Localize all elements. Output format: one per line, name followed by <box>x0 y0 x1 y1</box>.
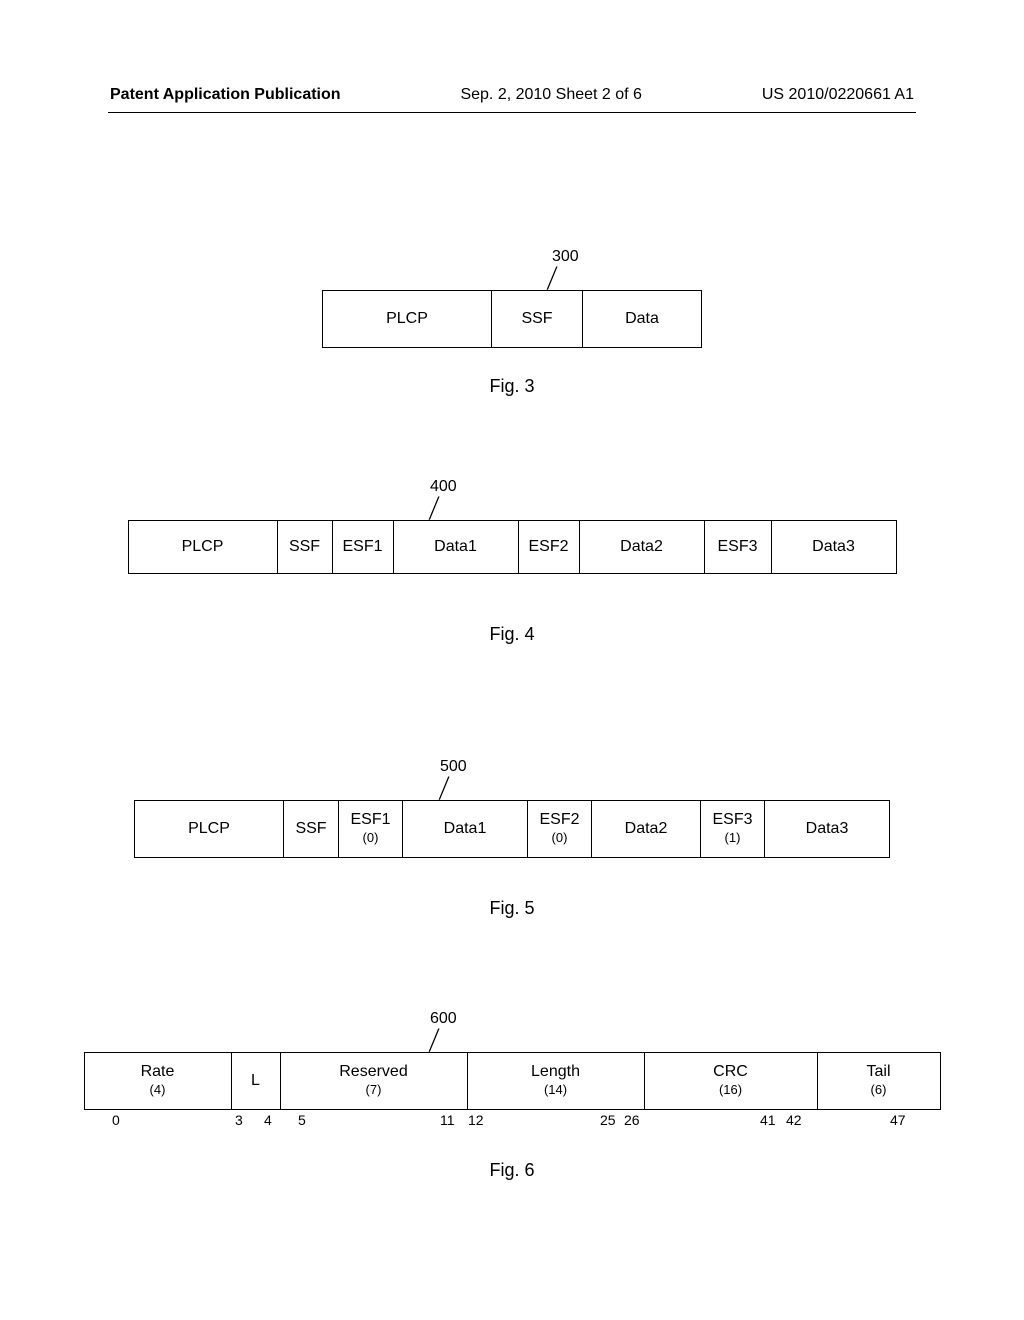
header-left: Patent Application Publication <box>110 86 341 104</box>
fig5-ref-leader: ╱ <box>439 776 449 801</box>
frame-cell: SSF <box>277 521 332 574</box>
frame-cell: Data3 <box>771 521 896 574</box>
frame-cell: Data2 <box>579 521 704 574</box>
bit-label: 25 <box>600 1112 616 1128</box>
frame-cell: ESF2 <box>518 521 579 574</box>
frame-cell: CRC(16) <box>644 1053 817 1110</box>
frame-cell: ESF1(0) <box>339 801 403 858</box>
bit-label: 11 <box>440 1112 455 1128</box>
frame-cell: Data <box>583 291 702 348</box>
fig3-ref-leader: ╱ <box>547 266 557 291</box>
figure-5: 500 ╱ PLCPSSFESF1(0)Data1ESF2(0)Data2ESF… <box>0 758 1024 919</box>
frame-cell: Tail(6) <box>817 1053 940 1110</box>
frame-cell: SSF <box>284 801 339 858</box>
bit-label: 41 <box>760 1112 776 1128</box>
bit-label: 42 <box>786 1112 802 1128</box>
fig6-caption: Fig. 6 <box>0 1160 1024 1181</box>
fig6-ref-num: 600 <box>430 1010 457 1028</box>
bit-label: 12 <box>468 1112 484 1128</box>
bit-label: 5 <box>298 1112 306 1128</box>
fig3-ref-num: 300 <box>552 248 579 266</box>
page-header: Patent Application Publication Sep. 2, 2… <box>0 86 1024 104</box>
frame-cell: Data3 <box>765 801 890 858</box>
frame-cell: Reserved(7) <box>280 1053 467 1110</box>
frame-cell: PLCP <box>128 521 277 574</box>
frame-cell: ESF3(1) <box>701 801 765 858</box>
figure-6: 600 ╱ Rate(4)LReserved(7)Length(14)CRC(1… <box>0 1010 1024 1181</box>
fig5-caption: Fig. 5 <box>0 898 1024 919</box>
frame-cell: PLCP <box>323 291 492 348</box>
fig6-bit-ruler: 0 3 4 5 11 12 25 26 41 42 47 <box>0 1110 1024 1130</box>
frame-cell: PLCP <box>135 801 284 858</box>
bit-label: 26 <box>624 1112 640 1128</box>
patent-page: Patent Application Publication Sep. 2, 2… <box>0 0 1024 1320</box>
fig6-frame-table: Rate(4)LReserved(7)Length(14)CRC(16)Tail… <box>84 1052 941 1110</box>
frame-cell: Data2 <box>592 801 701 858</box>
fig5-ref-line: 500 ╱ <box>0 758 1024 800</box>
fig5-ref-num: 500 <box>440 758 467 776</box>
frame-cell: ESF2(0) <box>528 801 592 858</box>
frame-cell: Data1 <box>403 801 528 858</box>
fig6-ref-leader: ╱ <box>429 1028 439 1053</box>
figure-3: 300 ╱ PLCPSSFData Fig. 3 <box>0 248 1024 397</box>
fig6-ref-line: 600 ╱ <box>0 1010 1024 1052</box>
frame-cell: Rate(4) <box>84 1053 231 1110</box>
frame-cell: ESF3 <box>704 521 771 574</box>
bit-label: 3 <box>235 1112 243 1128</box>
header-right: US 2010/0220661 A1 <box>762 86 914 104</box>
header-rule <box>108 112 916 113</box>
frame-cell: ESF1 <box>332 521 393 574</box>
frame-cell: Data1 <box>393 521 518 574</box>
fig4-ref-line: 400 ╱ <box>0 478 1024 520</box>
bit-label: 47 <box>890 1112 906 1128</box>
fig4-ref-leader: ╱ <box>429 496 439 521</box>
fig5-frame-table: PLCPSSFESF1(0)Data1ESF2(0)Data2ESF3(1)Da… <box>134 800 890 858</box>
figure-4: 400 ╱ PLCPSSFESF1Data1ESF2Data2ESF3Data3… <box>0 478 1024 645</box>
header-center: Sep. 2, 2010 Sheet 2 of 6 <box>460 86 641 104</box>
frame-cell: L <box>231 1053 280 1110</box>
fig3-frame-table: PLCPSSFData <box>322 290 702 348</box>
fig4-ref-num: 400 <box>430 478 457 496</box>
bit-label: 0 <box>112 1112 120 1128</box>
bit-label: 4 <box>264 1112 272 1128</box>
fig3-ref-line: 300 ╱ <box>0 248 1024 290</box>
fig4-caption: Fig. 4 <box>0 624 1024 645</box>
fig3-caption: Fig. 3 <box>0 376 1024 397</box>
frame-cell: Length(14) <box>467 1053 644 1110</box>
fig4-frame-table: PLCPSSFESF1Data1ESF2Data2ESF3Data3 <box>128 520 897 574</box>
frame-cell: SSF <box>492 291 583 348</box>
